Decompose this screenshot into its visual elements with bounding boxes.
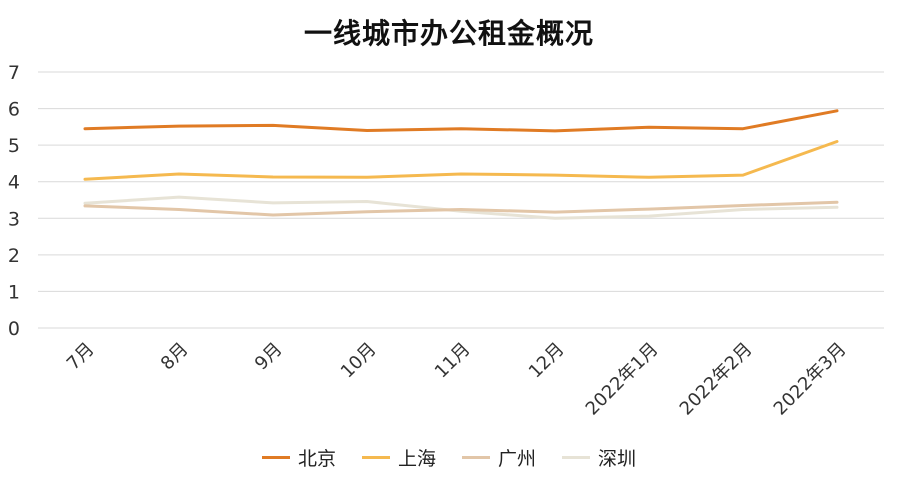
y-tick-label: 2 xyxy=(8,245,20,267)
series-line xyxy=(83,200,839,217)
x-tick-label: 10月 xyxy=(337,339,381,383)
legend-swatch xyxy=(261,456,290,459)
y-tick-label: 4 xyxy=(8,172,20,194)
series-line xyxy=(83,195,839,220)
legend-label: 北京 xyxy=(297,448,336,470)
y-tick-label: 5 xyxy=(8,135,20,157)
legend-label: 上海 xyxy=(397,448,436,470)
legend-item-shenzhen: 深圳 xyxy=(562,444,636,471)
x-tick-label: 2022年1月 xyxy=(582,339,663,420)
x-axis-ticks: 7月 8月 9月 10月 11月 12月 2022年1月 2022年2月 2022年3月 xyxy=(63,339,851,420)
y-tick-label: 3 xyxy=(8,208,20,230)
y-tick-label: 7 xyxy=(8,62,20,84)
legend: 北京 上海 广州 深圳 xyxy=(0,444,898,471)
series-line xyxy=(83,109,839,133)
legend-label: 广州 xyxy=(498,448,537,470)
y-axis-ticks: 0 1 2 3 4 5 6 7 xyxy=(8,62,20,340)
series-lines xyxy=(83,109,839,220)
chart-title: 一线城市办公租金概况 xyxy=(303,17,594,50)
legend-item-shanghai: 上海 xyxy=(361,444,436,471)
y-tick-label: 1 xyxy=(8,281,20,303)
legend-swatch xyxy=(361,456,390,459)
gridlines xyxy=(38,71,884,329)
x-tick-label: 2022年3月 xyxy=(770,339,851,420)
y-tick-label: 0 xyxy=(8,318,20,340)
legend-label: 深圳 xyxy=(598,448,637,470)
legend-item-guangzhou: 广州 xyxy=(462,444,536,471)
legend-swatch xyxy=(462,456,490,459)
x-tick-label: 8月 xyxy=(157,339,193,375)
x-tick-label: 12月 xyxy=(525,339,569,383)
y-tick-label: 6 xyxy=(8,99,20,121)
x-tick-label: 7月 xyxy=(63,339,99,375)
x-tick-label: 2022年2月 xyxy=(676,339,757,420)
series-line xyxy=(83,140,839,181)
legend-item-beijing: 北京 xyxy=(261,444,336,471)
legend-swatch xyxy=(562,456,591,459)
x-tick-label: 11月 xyxy=(431,339,475,383)
x-tick-label: 9月 xyxy=(251,339,287,375)
